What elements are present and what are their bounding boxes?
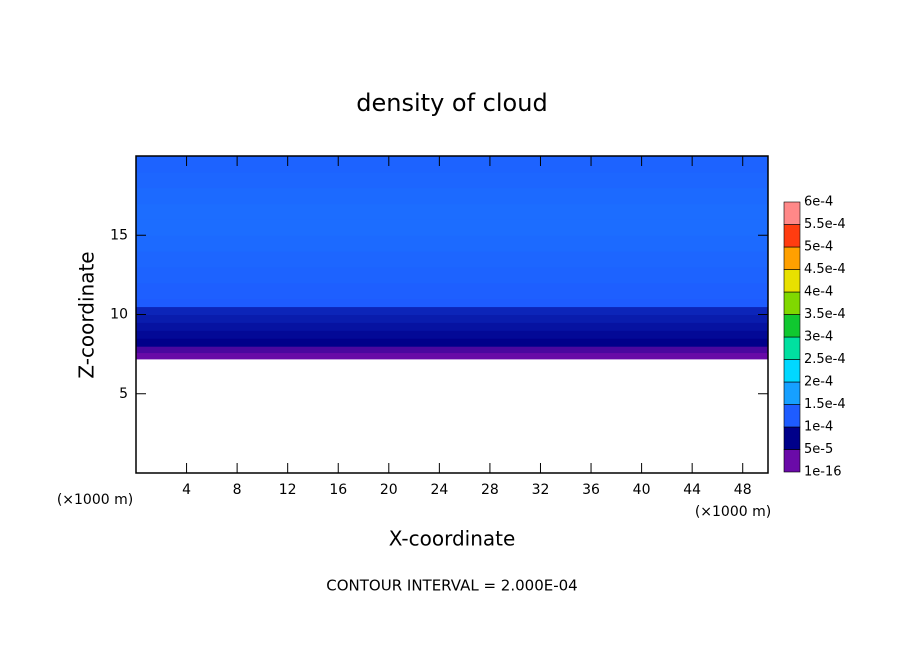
contour-band: [136, 330, 768, 339]
contour-band: [136, 322, 768, 331]
x-tick-label: 4: [182, 482, 191, 498]
contour-band: [136, 346, 768, 354]
contour-band: [136, 306, 768, 315]
x-tick-label: 28: [481, 482, 499, 498]
colorbar-label: 3e-4: [804, 330, 833, 345]
colorbar-box: [783, 224, 801, 248]
x-tick-label: 36: [582, 482, 600, 498]
colorbar-label: 4e-4: [804, 285, 833, 300]
colorbar-label: 5e-5: [804, 442, 833, 457]
x-tick-label: 24: [430, 482, 448, 498]
colorbar-box: [783, 449, 801, 473]
x-tick-label: 12: [279, 482, 297, 498]
x-tick-label: 8: [233, 482, 242, 498]
colorbar-label: 1e-4: [804, 420, 833, 435]
colorbar-box: [783, 201, 801, 225]
contour-band: [136, 298, 768, 308]
contour-band: [136, 171, 768, 189]
y-tick-label: 15: [110, 227, 128, 243]
contour-note: CONTOUR INTERVAL = 2.000E-04: [326, 577, 577, 595]
colorbar-label: 4.5e-4: [804, 262, 846, 277]
chart-title: density of cloud: [356, 89, 547, 117]
contour-band: [136, 187, 768, 205]
colorbar-box: [783, 404, 801, 428]
colorbar: 1e-16 5e-5 1e-4 1.5e-4 2e-4 2.5e-4 3e-4 3.5e-4 4…: [783, 195, 846, 480]
x-tick-label: 32: [532, 482, 550, 498]
colorbar-box: [783, 246, 801, 270]
colorbar-box: [783, 426, 801, 450]
colorbar-label: 6e-4: [804, 195, 833, 210]
y-axis-label: Z-coordinate: [75, 251, 99, 378]
colorbar-box: [783, 291, 801, 315]
contour-band: [136, 338, 768, 347]
colorbar-label: 5.5e-4: [804, 217, 846, 232]
y-tick-label: 10: [110, 307, 128, 323]
contour-band: [136, 235, 768, 252]
x-unit-label: (×1000 m): [57, 492, 133, 508]
contour-band: [136, 352, 768, 360]
contour-band: [136, 251, 768, 268]
contour-band: [136, 219, 768, 236]
contour-band: [136, 282, 768, 300]
y-tick-label: 5: [119, 386, 128, 402]
colorbar-box: [783, 359, 801, 383]
colorbar-box: [783, 336, 801, 360]
colorbar-box: [783, 269, 801, 293]
colorbar-label: 2e-4: [804, 375, 833, 390]
x-axis-label: X-coordinate: [389, 527, 516, 551]
x-tick-label: 40: [633, 482, 651, 498]
colorbar-label: 5e-4: [804, 240, 833, 255]
x-unit-label: (×1000 m): [695, 504, 771, 520]
x-tick-label: 20: [380, 482, 398, 498]
contour-band: [136, 203, 768, 220]
x-tick-label: 44: [683, 482, 701, 498]
x-tick-label: 48: [734, 482, 752, 498]
contour-band: [136, 314, 768, 323]
colorbar-label: 1.5e-4: [804, 397, 846, 412]
field: [136, 156, 768, 360]
contour-band: [136, 266, 768, 284]
colorbar-box: [783, 314, 801, 338]
colorbar-label: 2.5e-4: [804, 352, 846, 367]
colorbar-box: [783, 381, 801, 405]
x-tick-label: 16: [329, 482, 347, 498]
colorbar-label: 1e-16: [804, 465, 842, 480]
colorbar-label: 3.5e-4: [804, 307, 846, 322]
contour-band: [136, 156, 768, 173]
